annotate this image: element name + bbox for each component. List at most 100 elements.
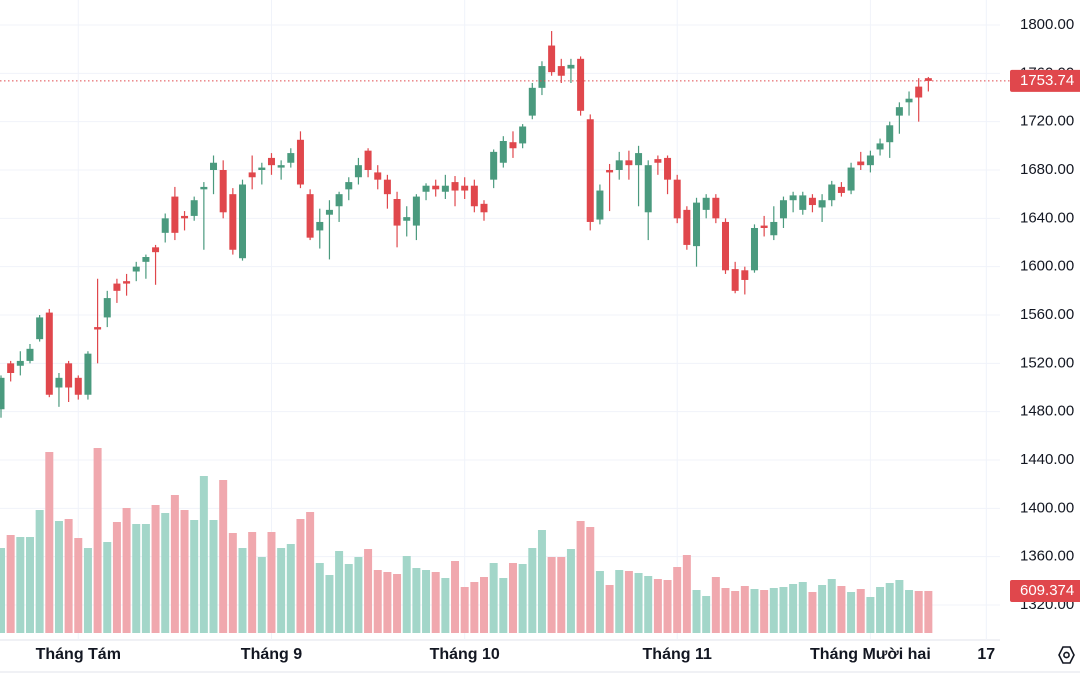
volume-bar — [740, 586, 749, 633]
candle-body — [190, 200, 198, 216]
candle-body — [789, 195, 797, 201]
volume-bar — [54, 521, 63, 633]
volume-bar — [277, 548, 286, 633]
volume-bar — [711, 577, 720, 633]
candle-body — [296, 139, 304, 185]
volume-bar — [219, 480, 228, 633]
candle-body — [586, 119, 594, 222]
candle-body — [461, 185, 469, 191]
candle-body — [837, 186, 845, 193]
candle-body — [325, 209, 333, 215]
volume-bar — [480, 577, 488, 633]
volume-bar — [306, 512, 315, 633]
volume-bar — [818, 585, 827, 633]
volume-bar — [383, 572, 392, 633]
candle-body — [702, 197, 710, 210]
volume-bar — [180, 510, 189, 633]
volume-bar — [924, 590, 933, 633]
candle-body — [693, 202, 701, 247]
volume-bar — [296, 519, 305, 633]
candle-body — [750, 228, 758, 271]
volume-bar — [856, 589, 865, 633]
candle-body — [65, 363, 73, 388]
candle-body — [451, 182, 459, 191]
volume-bar — [286, 544, 295, 633]
volume-bar — [132, 524, 141, 633]
candle-body — [364, 150, 372, 170]
volume-bar — [914, 591, 923, 633]
candle-body — [828, 184, 836, 201]
candle-body — [248, 172, 256, 178]
volume-bar — [228, 533, 237, 633]
candle-body — [16, 360, 24, 366]
candle-body — [210, 162, 218, 170]
volume-bar — [808, 592, 817, 633]
volume-bar — [779, 587, 788, 633]
candle-body — [383, 179, 391, 195]
volume-bar — [35, 510, 44, 633]
candle-body — [538, 66, 546, 88]
volume-bar — [325, 575, 334, 633]
settings-hexagon[interactable] — [1058, 646, 1075, 664]
volume-bar — [315, 563, 324, 633]
y-tick-label: 1720.00 — [1020, 113, 1074, 130]
x-tick-label: Tháng 11 — [643, 646, 712, 663]
candle-body — [731, 269, 739, 291]
candle-body — [644, 165, 652, 213]
volume-bar — [827, 579, 836, 633]
volume-bar — [93, 448, 102, 633]
candle-body — [239, 184, 246, 259]
volume-bar — [586, 527, 595, 633]
volume-bar — [441, 578, 450, 633]
volume-bar — [209, 520, 218, 633]
candle-body — [741, 270, 749, 280]
volume-bar — [508, 563, 517, 633]
candle-body — [123, 281, 131, 284]
candle-body — [316, 221, 324, 231]
last-volume-tag — [1010, 579, 1080, 602]
x-tick-label: Tháng Tám — [36, 646, 121, 663]
volume-bar — [731, 591, 740, 633]
candle-body — [548, 45, 556, 73]
candle-body — [26, 348, 34, 361]
y-tick-label: 1680.00 — [1020, 161, 1074, 178]
candle-body — [722, 221, 729, 271]
volume-bar — [257, 557, 266, 633]
last-volume-label: 609.374 — [1020, 582, 1074, 599]
volume-bar — [364, 549, 373, 633]
x-tick-label: Tháng 9 — [241, 646, 302, 663]
volume-bar — [470, 582, 479, 633]
x-tick-label: 17 — [977, 646, 995, 663]
settings-icon[interactable] — [1058, 646, 1075, 664]
candle-body — [393, 199, 401, 226]
candle-body — [161, 218, 169, 233]
candle-body — [779, 200, 787, 219]
candle-body — [277, 165, 285, 168]
volume-bar — [663, 580, 672, 633]
last-price-label: 1753.74 — [1020, 72, 1074, 89]
volume-bar — [25, 537, 34, 633]
volume-bar — [74, 538, 83, 633]
candle-body — [287, 153, 295, 163]
candle-body — [857, 161, 865, 166]
candle-body — [152, 247, 160, 253]
candle-body — [258, 167, 266, 170]
candle-body — [895, 107, 903, 116]
x-tick-label: Tháng Mười hai — [810, 646, 931, 663]
y-tick-label: 1520.00 — [1020, 354, 1074, 371]
candle-body — [113, 283, 121, 291]
candle-body — [345, 182, 353, 190]
volume-bar — [905, 590, 914, 633]
volume-bar — [161, 513, 170, 633]
settings-dot[interactable] — [1063, 651, 1070, 659]
volume-bar — [837, 586, 846, 633]
volume-bar — [190, 520, 199, 633]
candle-body — [132, 266, 140, 272]
volume-bar — [431, 572, 440, 633]
volume-bar — [499, 578, 508, 633]
volume-bar — [885, 583, 894, 633]
volume-bar — [566, 549, 575, 633]
volume-bar — [547, 557, 556, 633]
volume-bar — [373, 570, 382, 633]
